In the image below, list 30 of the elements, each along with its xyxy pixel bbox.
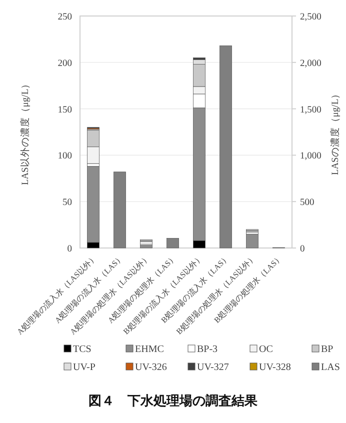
legend-label: UV-326 xyxy=(135,362,167,373)
y2-tick-label: 1,000 xyxy=(300,152,322,162)
y-tick-label: 100 xyxy=(58,152,72,162)
y2-tick-label: 2,000 xyxy=(300,58,322,69)
legend-label: BP xyxy=(321,344,334,355)
y2-axis-title: LASの濃度（μg/L） xyxy=(329,88,341,176)
bar xyxy=(140,245,152,248)
y-tick-label: 0 xyxy=(67,244,72,254)
bar xyxy=(166,238,179,248)
y-tick-label: 150 xyxy=(58,105,72,116)
y-tick-label: 200 xyxy=(58,58,72,69)
y2-tick-label: 0 xyxy=(300,244,305,254)
bar xyxy=(114,172,126,248)
bar xyxy=(246,234,258,248)
y-tick-label: 250 xyxy=(58,12,72,22)
y2-tick-label: 500 xyxy=(300,198,314,208)
y-tick-label: 50 xyxy=(62,198,72,208)
legend-label: EHMC xyxy=(135,344,164,355)
text: 図４ 下水処理場の調査結果 xyxy=(88,393,258,409)
legend-label: TCS xyxy=(73,344,92,355)
legend-label: LAS xyxy=(321,362,340,373)
y2-tick-label: 1,500 xyxy=(300,105,322,116)
legend-label: BP-3 xyxy=(197,344,218,355)
bar xyxy=(220,45,232,248)
legend-label: UV-327 xyxy=(197,362,229,373)
y-axis-title: LAS以外の濃度（μg/L） xyxy=(19,78,31,186)
legend-label: UV-328 xyxy=(259,362,291,373)
legend-label: UV-P xyxy=(73,362,96,373)
legend-label: OC xyxy=(259,344,274,355)
y2-tick-label: 2,500 xyxy=(300,12,322,22)
